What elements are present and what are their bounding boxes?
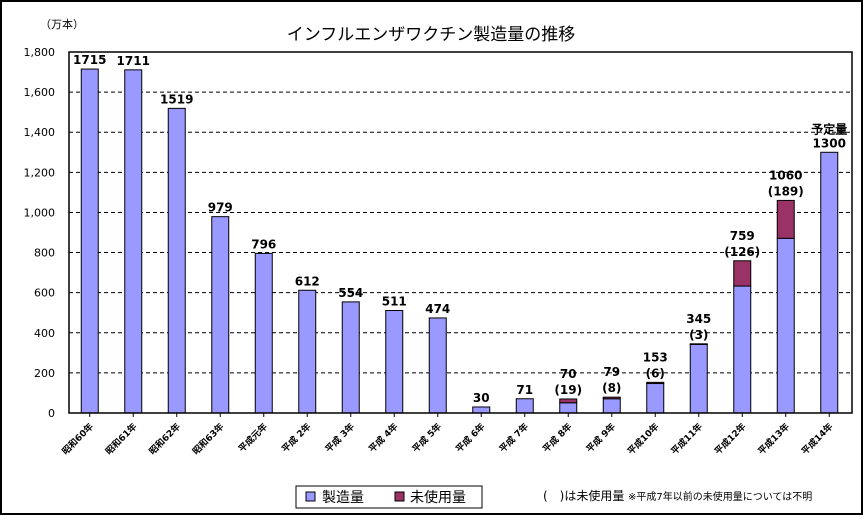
bar-production [646, 383, 665, 414]
bar-unused [646, 381, 665, 385]
x-tick-label: 昭和62年 [146, 421, 182, 457]
y-tick-label: 1,400 [24, 126, 56, 139]
x-tick-label: 平成12年 [712, 421, 748, 457]
bar-production [472, 406, 491, 414]
x-tick-label: 平成元年 [236, 421, 270, 455]
data-label: 79 [603, 365, 620, 379]
data-label: 30 [473, 391, 490, 405]
data-label: 612 [295, 274, 320, 288]
x-tick-label: 平成13年 [755, 421, 791, 457]
x-tick-label: 平成 7年 [497, 421, 531, 455]
x-tick-label: 昭和63年 [190, 421, 226, 457]
unused-label: (3) [689, 328, 708, 342]
legend-swatch-production [305, 491, 316, 502]
bar-unused [559, 398, 578, 404]
y-tick-label: 600 [34, 287, 55, 300]
bar-production [689, 343, 708, 414]
y-axis-unit: （万本） [40, 17, 84, 31]
data-label: 554 [338, 286, 363, 300]
bar-production [298, 289, 317, 414]
x-tick-label: 平成 5年 [410, 421, 444, 455]
unused-label: (6) [646, 366, 665, 380]
bar-production [428, 317, 447, 414]
x-tick-label: 平成 2年 [279, 421, 313, 455]
bar-production [341, 301, 360, 414]
y-tick-label: 1,800 [24, 46, 56, 59]
data-label: 1715 [73, 53, 106, 67]
y-tick-label: 1,200 [24, 166, 56, 179]
bar-production [820, 151, 839, 414]
x-tick-label: 平成 3年 [323, 421, 357, 455]
bar-production [254, 252, 273, 414]
footnote-main: ( )は未使用量 [543, 488, 624, 503]
bar-production [385, 310, 404, 414]
unused-label: (8) [602, 381, 621, 395]
data-label: 71 [516, 383, 533, 397]
data-label: 1300 [813, 136, 846, 150]
plot-area [68, 51, 853, 414]
x-tick-label: 平成 4年 [366, 421, 400, 455]
data-label: 979 [208, 201, 233, 215]
bar-production [211, 216, 230, 414]
chart-title: インフルエンザワクチン製造量の推移 [287, 25, 576, 45]
bar-unused [602, 396, 621, 400]
data-label: 70 [560, 367, 577, 381]
x-tick-label: 昭和60年 [59, 421, 95, 457]
y-tick-label: 1,600 [24, 86, 56, 99]
y-tick-label: 1,000 [24, 206, 56, 219]
unused-label: (19) [554, 383, 582, 397]
data-label: 511 [382, 295, 407, 309]
x-tick-label: 平成 8年 [540, 421, 574, 455]
bar-production [80, 68, 99, 414]
data-label: 474 [425, 302, 450, 316]
bar-production [559, 402, 578, 414]
bar-production [776, 237, 795, 414]
y-tick-label: 800 [34, 247, 55, 260]
bar-unused [689, 343, 708, 345]
x-tick-label: 平成 6年 [453, 421, 487, 455]
x-tick-label: 昭和61年 [103, 421, 139, 457]
data-label: 759 [730, 229, 755, 243]
legend-label-unused: 未使用量 [410, 489, 466, 506]
data-label: 796 [251, 237, 276, 251]
bar-unused [776, 199, 795, 239]
legend-box [295, 485, 483, 509]
unused-label: (189) [768, 184, 804, 198]
legend-label-production: 製造量 [322, 490, 364, 506]
bar-production [602, 398, 621, 414]
y-tick-label: 200 [34, 367, 55, 380]
x-tick-label: 平成 9年 [584, 421, 618, 455]
data-label: 1711 [117, 54, 150, 68]
legend-swatch-unused [394, 491, 405, 502]
footnote-sub: ※平成7年以前の未使用量については不明 [628, 490, 812, 503]
bar-production [515, 398, 534, 414]
planned-label: 予定量 [811, 121, 847, 136]
data-label: 1060 [769, 168, 802, 182]
data-label: 345 [686, 312, 711, 326]
x-tick-label: 平成14年 [799, 421, 835, 457]
unused-label: (126) [724, 245, 760, 259]
y-tick-label: 400 [34, 327, 55, 340]
bar-unused [733, 260, 752, 287]
data-label: 153 [643, 350, 668, 364]
bar-production [124, 69, 143, 414]
bar-production [733, 285, 752, 414]
legend: 製造量 未使用量 [295, 485, 483, 509]
data-label: 1519 [160, 92, 193, 106]
x-tick-label: 平成11年 [668, 421, 704, 457]
y-tick-label: 0 [48, 407, 55, 420]
bar-production [167, 107, 186, 414]
x-tick-label: 平成10年 [625, 421, 661, 457]
